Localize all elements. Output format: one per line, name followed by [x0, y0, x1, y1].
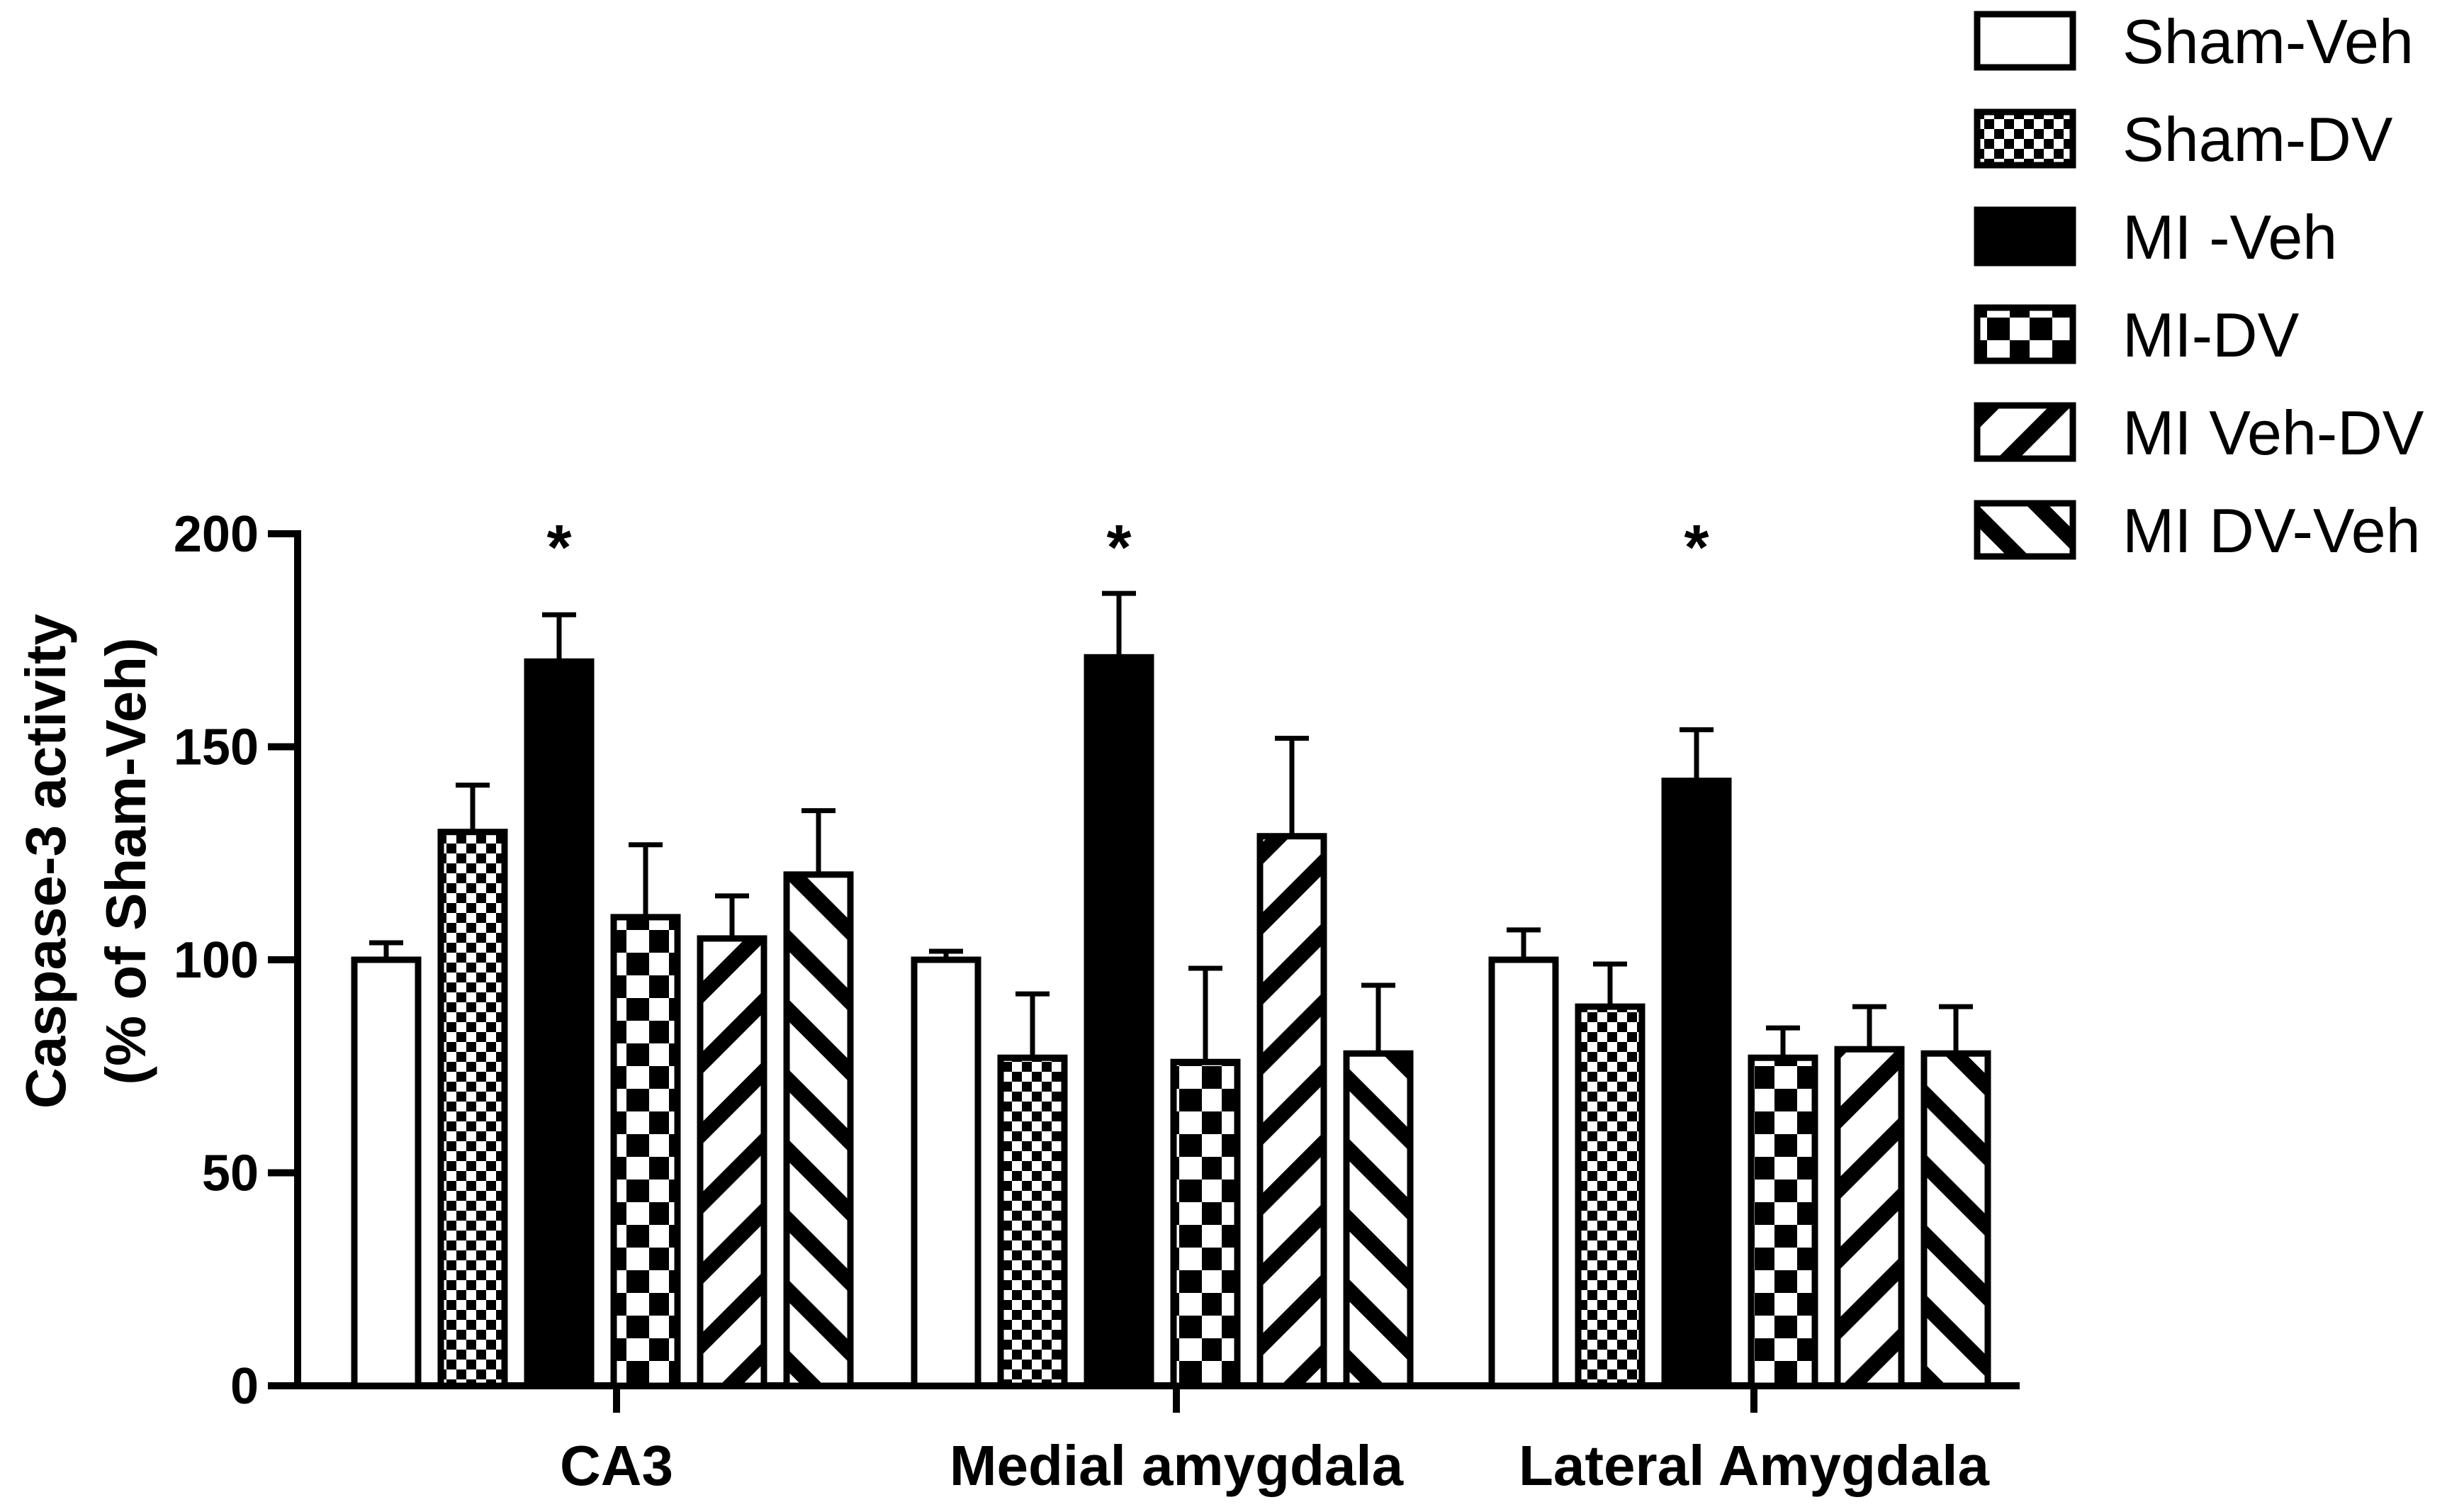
bar-mi-dv-veh-ca3: [783, 871, 854, 1389]
legend: Sham-Veh Sham-DV MI -Veh MI-DV MI Veh-DV MI D…: [1974, 6, 2424, 566]
bar-sham-veh-lateral-amygdala: [1488, 956, 1559, 1389]
legend-label-mi-dv: MI-DV: [2122, 300, 2300, 370]
y-axis-label: Caspase-3 activity: [14, 613, 77, 1109]
category-label-medial-amygdala: Medial amygdala: [950, 1434, 1404, 1497]
legend-label-mi-veh-dv: MI Veh-DV: [2122, 398, 2424, 468]
y-tick-label-150: 150: [174, 719, 259, 776]
legend-swatch-mi-veh-dv: [1974, 402, 2076, 462]
bar-sham-dv-ca3: [437, 829, 508, 1389]
y-tick-label-200: 200: [174, 506, 259, 563]
legend-swatch-mi-veh: [1974, 206, 2076, 267]
legend-label-sham-veh: Sham-Veh: [2122, 6, 2414, 77]
bar-mi-veh-ca3: [524, 658, 595, 1389]
legend-swatch-mi-dv-veh: [1974, 500, 2076, 560]
bar-mi-dv-medial-amygdala: [1170, 1058, 1241, 1389]
bar-mi-dv-ca3: [610, 914, 681, 1389]
legend-swatch-sham-veh: [1974, 11, 2076, 71]
bar-sham-dv-medial-amygdala: [997, 1054, 1068, 1389]
legend-label-mi-dv-veh: MI DV-Veh: [2122, 495, 2421, 566]
category-label-ca3: CA3: [560, 1434, 673, 1497]
significance-marker-ca3: *: [546, 512, 571, 583]
legend-swatch-mi-dv: [1974, 304, 2076, 364]
legend-swatch-sham-dv: [1974, 108, 2076, 169]
bar-mi-veh-lateral-amygdala: [1661, 778, 1732, 1389]
bar-sham-veh-ca3: [351, 956, 422, 1389]
bar-mi-dv-veh-lateral-amygdala: [1920, 1050, 1991, 1389]
bar-mi-veh-dv-ca3: [697, 935, 767, 1389]
plot-area: 0 50 100 150 200 CA3 Medial amygdala Lateral Am…: [174, 506, 2020, 1497]
legend-label-mi-veh: MI -Veh: [2122, 202, 2337, 272]
bar-mi-veh-dv-lateral-amygdala: [1834, 1046, 1905, 1389]
significance-marker-lateral-amygdala: *: [1684, 512, 1709, 583]
bar-sham-dv-lateral-amygdala: [1575, 1003, 1646, 1389]
bar-mi-dv-lateral-amygdala: [1748, 1054, 1818, 1389]
bar-mi-veh-dv-medial-amygdala: [1256, 833, 1327, 1389]
y-axis-title: Caspase-3 activity (% of Sham-Veh): [14, 613, 157, 1109]
y-tick-label-50: 50: [202, 1145, 259, 1202]
y-tick-label-0: 0: [230, 1358, 259, 1415]
significance-marker-medial-amygdala: *: [1106, 512, 1131, 583]
category-label-lateral-amygdala: Lateral Amygdala: [1519, 1434, 1989, 1497]
y-axis-label-units: (% of Sham-Veh): [94, 637, 157, 1085]
y-tick-label-100: 100: [174, 932, 259, 989]
legend-label-sham-dv: Sham-DV: [2122, 104, 2393, 174]
bar-mi-dv-veh-medial-amygdala: [1343, 1050, 1414, 1389]
bar-mi-veh-medial-amygdala: [1084, 654, 1154, 1389]
bar-sham-veh-medial-amygdala: [911, 956, 981, 1389]
